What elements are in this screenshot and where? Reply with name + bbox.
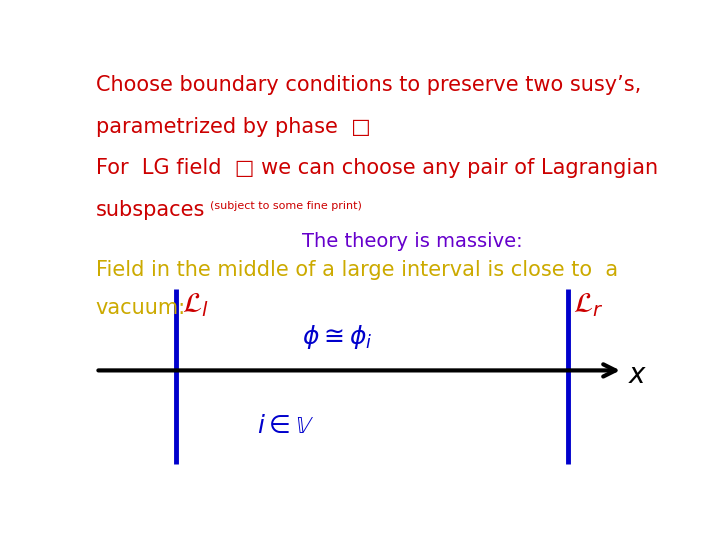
Text: $\phi \cong \phi_i$: $\phi \cong \phi_i$ xyxy=(302,322,372,350)
Text: For  LG field  □ we can choose any pair of Lagrangian: For LG field □ we can choose any pair of… xyxy=(96,158,657,178)
Text: Choose boundary conditions to preserve two susy’s,: Choose boundary conditions to preserve t… xyxy=(96,75,641,95)
Text: Field in the middle of a large interval is close to  a: Field in the middle of a large interval … xyxy=(96,260,618,280)
Text: $\mathcal{L}_r$: $\mathcal{L}_r$ xyxy=(572,292,603,320)
Text: (subject to some fine print): (subject to some fine print) xyxy=(210,201,362,211)
Text: $x$: $x$ xyxy=(629,361,648,389)
Text: $i \in \mathbb{V}$: $i \in \mathbb{V}$ xyxy=(258,414,315,438)
Text: vacuum:: vacuum: xyxy=(96,298,186,318)
Text: The theory is massive:: The theory is massive: xyxy=(302,232,523,251)
Text: parametrized by phase  □: parametrized by phase □ xyxy=(96,117,371,137)
Text: $\mathcal{L}_l$: $\mathcal{L}_l$ xyxy=(182,292,209,320)
Text: subspaces: subspaces xyxy=(96,200,205,220)
